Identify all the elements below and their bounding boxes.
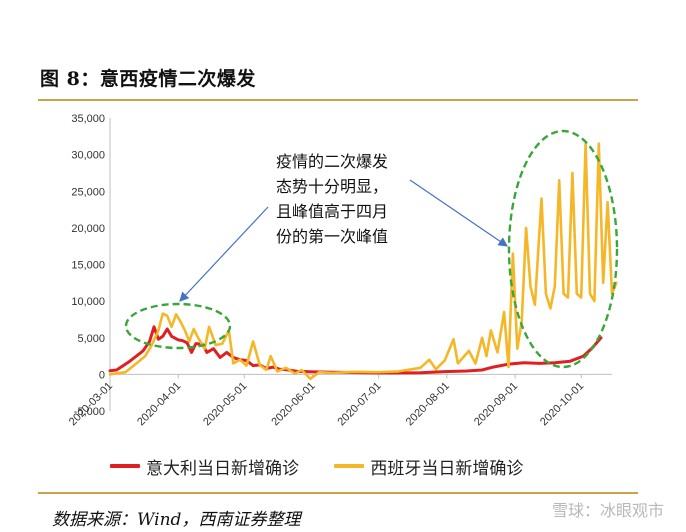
annotation-line-3: 且峰值高于四月: [276, 202, 389, 221]
highlight-ellipse-first-wave: [124, 302, 232, 350]
y-tick-label: 25,000: [71, 186, 105, 198]
x-tick-label: 2020-03-01: [67, 380, 115, 428]
legend-label-spain: 西班牙当日新增确诊: [370, 458, 524, 479]
y-tick-label: 30,000: [71, 150, 105, 162]
x-tick-label: 2020-09-01: [472, 380, 520, 428]
footer-rule: [38, 492, 638, 494]
annotation-arrow-second-wave: [409, 179, 508, 247]
annotation-line-2: 态势十分明显，: [276, 177, 389, 196]
source-note: 数据来源：Wind，西南证券整理: [52, 510, 301, 530]
x-tick-label: 2020-06-01: [269, 380, 317, 428]
y-tick-label: 15,000: [71, 260, 105, 272]
legend-swatch-italy: [110, 464, 140, 468]
x-tick-label: 2020-04-01: [135, 380, 183, 428]
annotation-text: 疫情的二次爆发 态势十分明显， 且峰值高于四月 份的第一次峰值: [276, 149, 388, 249]
y-tick-label: 10,000: [71, 296, 105, 308]
x-tick-label: 2020-07-01: [335, 380, 383, 428]
watermark: 雪球：冰眼观市: [551, 501, 664, 520]
annotation-line-1: 疫情的二次爆发: [276, 152, 389, 171]
figure-title: 图 8：意西疫情二次爆发: [40, 68, 256, 90]
x-tick-label: 2020-08-01: [404, 380, 452, 428]
legend-item-spain: 西班牙当日新增确诊: [334, 454, 523, 479]
annotation-arrow-first-wave: [179, 206, 269, 302]
legend-swatch-spain: [334, 464, 365, 468]
series-line-spain: [108, 142, 618, 381]
y-tick-label: -5,000: [74, 406, 105, 418]
highlight-ellipse-second-wave: [507, 129, 619, 369]
y-tick-label: 20,000: [71, 223, 105, 235]
x-tick-label: 2020-10-01: [538, 380, 586, 428]
series-line-italy: [108, 325, 603, 375]
y-tick-label: 0: [99, 369, 105, 381]
title-rule: [38, 99, 638, 101]
chart-legend: 意大利当日新增确诊 西班牙当日新增确诊: [110, 453, 553, 479]
annotation-line-4: 份的第一次峰值: [276, 227, 389, 246]
y-tick-label: 5,000: [77, 333, 105, 345]
legend-label-italy: 意大利当日新增确诊: [146, 458, 299, 479]
x-tick-label: 2020-05-01: [201, 380, 249, 428]
legend-item-italy: 意大利当日新增确诊: [110, 454, 299, 479]
y-tick-label: 35,000: [71, 113, 105, 125]
